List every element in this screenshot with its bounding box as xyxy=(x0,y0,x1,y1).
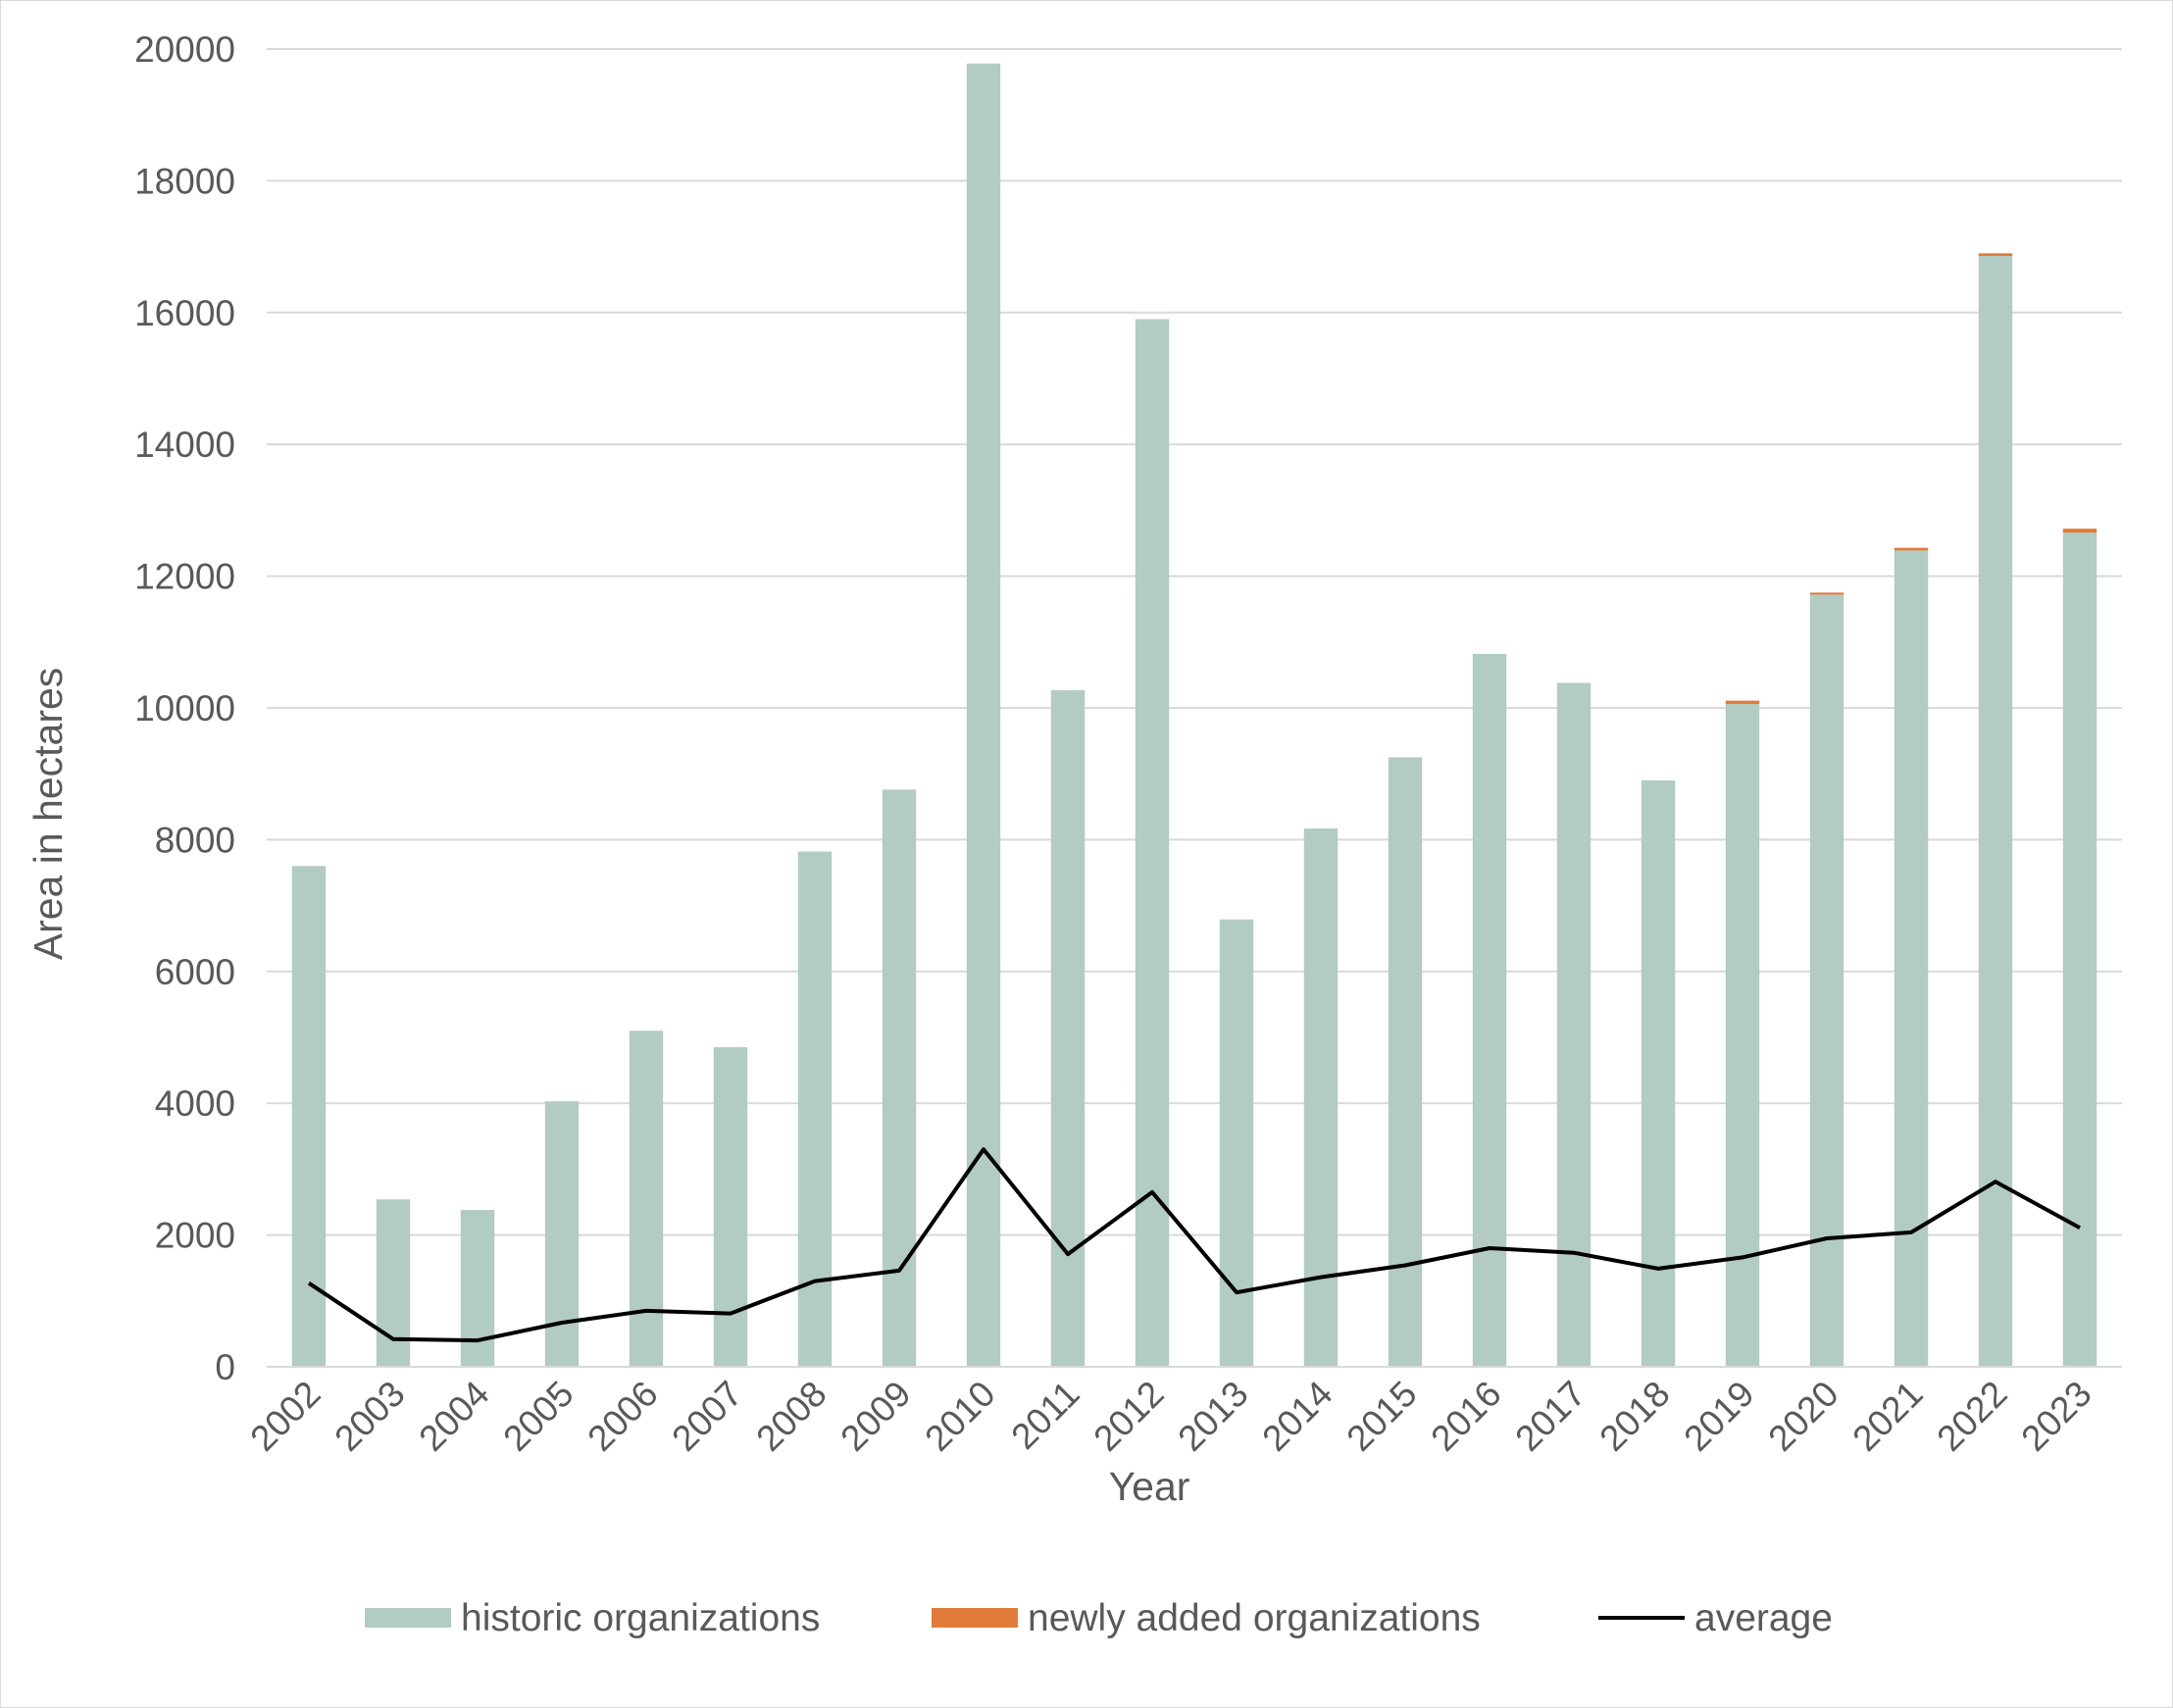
x-tick-label: 2007 xyxy=(664,1374,749,1459)
x-axis-title: Year xyxy=(1109,1464,1190,1509)
bar-historic-2019 xyxy=(1725,703,1760,1367)
x-tick-label: 2012 xyxy=(1086,1374,1171,1459)
x-tick-label: 2019 xyxy=(1676,1374,1761,1459)
x-tick-label: 2013 xyxy=(1170,1374,1255,1459)
bar-historic-2021 xyxy=(1894,550,1929,1367)
x-tick-label: 2003 xyxy=(327,1374,412,1459)
average-line xyxy=(307,1147,2081,1343)
bar-historic-2020 xyxy=(1809,594,1845,1367)
y-tick-label: 20000 xyxy=(134,29,235,70)
x-tick-label: 2020 xyxy=(1760,1374,1845,1459)
x-tick-label: 2018 xyxy=(1592,1374,1677,1459)
y-tick-label: 10000 xyxy=(134,688,235,728)
bar-historic-2004 xyxy=(460,1210,495,1367)
y-tick-label: 6000 xyxy=(155,952,235,992)
x-tick-label: 2006 xyxy=(580,1374,665,1459)
bar-historic-2011 xyxy=(1050,689,1086,1367)
x-tick-label: 2016 xyxy=(1423,1374,1508,1459)
average-line-group xyxy=(307,1147,2081,1343)
y-tick-label: 0 xyxy=(215,1347,235,1387)
bar-historic-2009 xyxy=(882,789,917,1367)
bar-historic-2016 xyxy=(1472,653,1507,1367)
bar-historic-2022 xyxy=(1978,256,2013,1367)
x-tick-label: 2015 xyxy=(1339,1374,1424,1459)
bar-historic-2012 xyxy=(1135,319,1170,1367)
y-tick-label: 4000 xyxy=(155,1083,235,1124)
x-tick-label: 2010 xyxy=(917,1374,1002,1459)
y-tick-label: 18000 xyxy=(134,161,235,201)
x-tick-label: 2009 xyxy=(833,1374,918,1459)
x-tick-label: 2023 xyxy=(2013,1374,2098,1459)
bar-historic-2010 xyxy=(966,63,1001,1368)
y-tick-label: 8000 xyxy=(155,820,235,860)
x-tick-label: 2002 xyxy=(242,1374,328,1459)
bar-historic-2007 xyxy=(713,1047,748,1367)
x-tick-label: 2022 xyxy=(1929,1374,2014,1459)
legend-label-average: average xyxy=(1694,1597,1833,1639)
x-tick-label: 2004 xyxy=(411,1374,496,1459)
bar-historic-2018 xyxy=(1641,779,1676,1367)
legend-label-historic: historic organizations xyxy=(461,1597,820,1639)
y-tick-label: 2000 xyxy=(155,1216,235,1256)
x-tick-label: 2008 xyxy=(748,1374,834,1459)
y-tick-label: 12000 xyxy=(134,557,235,597)
bar-historic-2023 xyxy=(2062,532,2097,1367)
bar-historic-2017 xyxy=(1556,682,1592,1367)
x-tick-label: 2017 xyxy=(1507,1374,1592,1459)
bar-newly-added-2020 xyxy=(1809,592,1845,595)
bar-historic-2006 xyxy=(629,1030,664,1367)
y-axis-ticks: 0 2000 4000 6000 8000 10000 12000 14000 16000 180… xyxy=(134,29,235,1387)
bar-newly-added-2022 xyxy=(1978,253,2013,257)
legend: historic organizations newly added organ… xyxy=(365,1597,1833,1639)
x-tick-label: 2011 xyxy=(1003,1374,1086,1457)
y-tick-label: 14000 xyxy=(134,425,235,465)
bar-newly-added-2023 xyxy=(2062,528,2097,533)
bar-historic-2015 xyxy=(1388,757,1423,1367)
bar-historic-2003 xyxy=(376,1199,411,1367)
bars xyxy=(291,63,2097,1368)
bar-newly-added-2019 xyxy=(1725,700,1760,704)
bar-historic-2013 xyxy=(1219,919,1254,1367)
y-tick-label: 16000 xyxy=(134,293,235,333)
bar-newly-added-2021 xyxy=(1894,547,1929,551)
legend-swatch-newly-added xyxy=(932,1608,1018,1628)
bar-historic-2014 xyxy=(1303,828,1339,1367)
x-tick-label: 2021 xyxy=(1845,1374,1930,1459)
legend-swatch-historic xyxy=(365,1608,451,1628)
bar-historic-2008 xyxy=(797,851,833,1367)
x-tick-label: 2005 xyxy=(495,1374,581,1459)
y-axis-title: Area in hectares xyxy=(25,668,71,961)
x-tick-label: 2014 xyxy=(1254,1374,1339,1459)
legend-label-newly-added: newly added organizations xyxy=(1028,1597,1481,1639)
